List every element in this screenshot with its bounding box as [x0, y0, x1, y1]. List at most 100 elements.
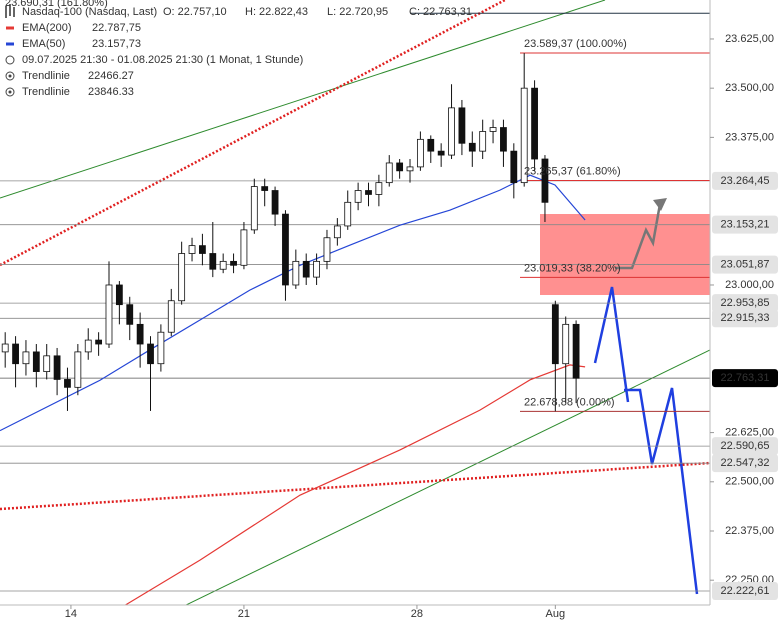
candle-body: [282, 213, 289, 286]
candle-body: [147, 343, 154, 365]
legend-value: 22466.27: [88, 70, 134, 82]
candle-body: [136, 323, 144, 345]
arrow-head: [653, 198, 667, 211]
candle-body: [64, 379, 71, 388]
fib-label: 22.678,88 (0.00%): [524, 396, 615, 408]
zone: [540, 214, 710, 295]
drawings: [0, 0, 710, 605]
level-label: 22.547,32: [721, 457, 770, 469]
x-tick-label: Aug: [546, 608, 566, 620]
instrument-icon: [5, 4, 15, 18]
y-tick-label: 23.375,00: [725, 131, 774, 143]
trend-dotted: [0, 461, 710, 511]
candle-body: [551, 304, 559, 365]
trend-channel: [0, 0, 606, 199]
candle-body: [105, 284, 113, 345]
candle-body: [437, 150, 445, 156]
quote: L: 22.720,95: [327, 6, 388, 18]
y-tick-label: 22.625,00: [725, 426, 774, 438]
candle-body: [406, 166, 414, 172]
quote: C: 22.763,31: [409, 6, 472, 18]
candle-body: [354, 190, 362, 203]
trend-channel: [184, 349, 710, 605]
level-box: [712, 171, 778, 190]
candle-body: [458, 107, 466, 144]
legend-name: Trendlinie: [22, 70, 70, 82]
candle-body: [416, 138, 424, 168]
plot: [0, 12, 710, 605]
level-box: [712, 294, 778, 313]
candle-body: [531, 87, 538, 160]
level-label: 23.264,45: [721, 175, 770, 187]
legend-icon: [5, 71, 15, 81]
candle-body: [95, 339, 103, 345]
candle-body: [510, 150, 518, 184]
candle-body: [562, 323, 570, 365]
candle-body: [500, 127, 507, 152]
trend-dotted: [0, 0, 506, 267]
candle-body: [84, 339, 92, 353]
candle-body: [344, 201, 352, 227]
level-label: 22.222,61: [721, 585, 770, 597]
candle-body: [572, 323, 580, 379]
legend-icon: [8, 90, 12, 94]
quote: H: 22.822,43: [245, 6, 308, 18]
fib-label: 23.265,37 (61.80%): [524, 165, 621, 177]
period: 09.07.2025 21:30 - 01.08.2025 21:30 (1 M…: [22, 54, 303, 66]
candle-body: [261, 186, 269, 191]
candle-body: [126, 304, 134, 325]
y-tick-label: 23.625,00: [725, 33, 774, 45]
fib-label: 23.589,37 (100.00%): [524, 38, 627, 50]
legend-name: EMA(50): [22, 38, 65, 50]
axes: 23.625,00 23.500,00 23.375,00 23.000,00 22.6…: [65, 33, 778, 620]
candle-body: [302, 260, 310, 278]
legend-icon: [5, 87, 15, 97]
candle-body: [1, 343, 9, 353]
candle-body: [32, 351, 40, 372]
candle-body: [167, 300, 175, 333]
candle-body: [74, 351, 82, 388]
candle-body: [250, 186, 258, 231]
legend-swatch: [6, 42, 14, 46]
level-box: [712, 255, 778, 274]
candle-body: [427, 138, 435, 152]
candle-body: [520, 87, 528, 184]
candle-body: [468, 142, 476, 152]
legend-swatch: [6, 26, 14, 30]
candle-body: [230, 260, 237, 266]
legend-icon: [8, 74, 12, 78]
fib-label: 23.690,31 (161.80%): [5, 0, 108, 9]
quote: O: 22.757,10: [163, 6, 227, 18]
level-label: 22.915,33: [721, 312, 770, 324]
level-label: 23.051,87: [721, 258, 770, 270]
candle-body: [292, 260, 300, 286]
level-box: [712, 454, 778, 473]
legend-name: Trendlinie: [22, 86, 70, 98]
projection: [615, 203, 662, 270]
x-tick-label: 28: [411, 608, 423, 620]
y-tick-label: 23.500,00: [725, 82, 774, 94]
candle-body: [22, 351, 30, 365]
candle-body: [178, 253, 186, 302]
candle-body: [157, 331, 165, 365]
candle-body: [12, 343, 19, 365]
level-label: 22.953,85: [721, 297, 770, 309]
candle-body: [333, 225, 341, 239]
projection: [624, 387, 699, 595]
level-box: [712, 581, 778, 600]
candle-body: [199, 245, 206, 254]
candle-body: [313, 260, 320, 278]
candle-body: [448, 107, 455, 156]
y-tick-label: 22.500,00: [725, 476, 774, 488]
candle-body: [323, 237, 331, 262]
candle-body: [188, 245, 196, 254]
candle-body: [489, 127, 497, 132]
candle-body: [375, 182, 383, 195]
level-label: 22.763,31: [721, 372, 770, 384]
level-label: 22.590,65: [721, 440, 770, 452]
level-box: [712, 309, 778, 328]
candle-body: [43, 355, 51, 372]
candle-body: [219, 260, 227, 270]
